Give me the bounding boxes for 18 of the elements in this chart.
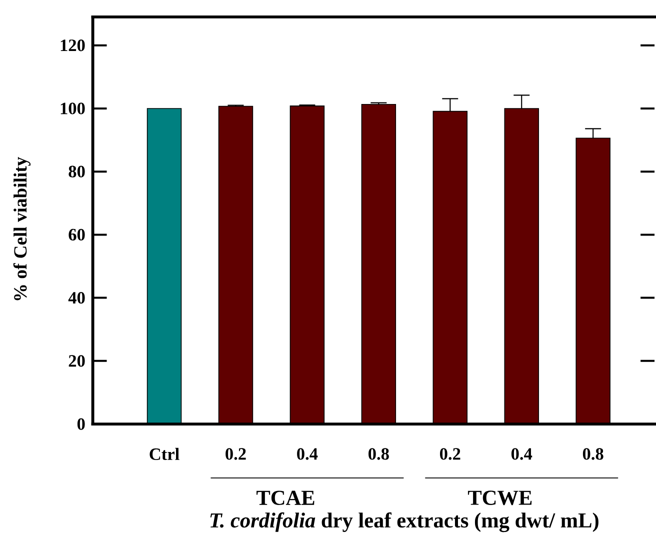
x-tick-label: 0.4 xyxy=(511,448,532,460)
x-tick-label: 0.8 xyxy=(582,448,604,460)
x-tick-label: 0.8 xyxy=(368,448,389,460)
y-tick-label: 80 xyxy=(68,166,85,178)
x-tick-label: 0.2 xyxy=(440,448,460,460)
x-tick-label: 0.2 xyxy=(226,448,246,460)
x-tick-label: 0.4 xyxy=(297,448,318,460)
y-tick-label: 60 xyxy=(68,228,85,241)
y-tick-label: 100 xyxy=(60,102,85,114)
y-tick-label: 40 xyxy=(68,292,85,304)
y-tick-label: 20 xyxy=(68,355,85,367)
text: TCWE xyxy=(468,490,532,506)
y-axis-title: % of Cell viability xyxy=(13,157,31,300)
text: TCAE xyxy=(256,490,314,506)
y-tick-label: 0 xyxy=(77,418,85,430)
x-axis-title: T. cordifolia dry leaf extracts (mg dwt/ mL) xyxy=(210,512,598,532)
x-tick-label: Ctrl xyxy=(150,448,180,460)
y-tick-label: 120 xyxy=(60,40,85,52)
